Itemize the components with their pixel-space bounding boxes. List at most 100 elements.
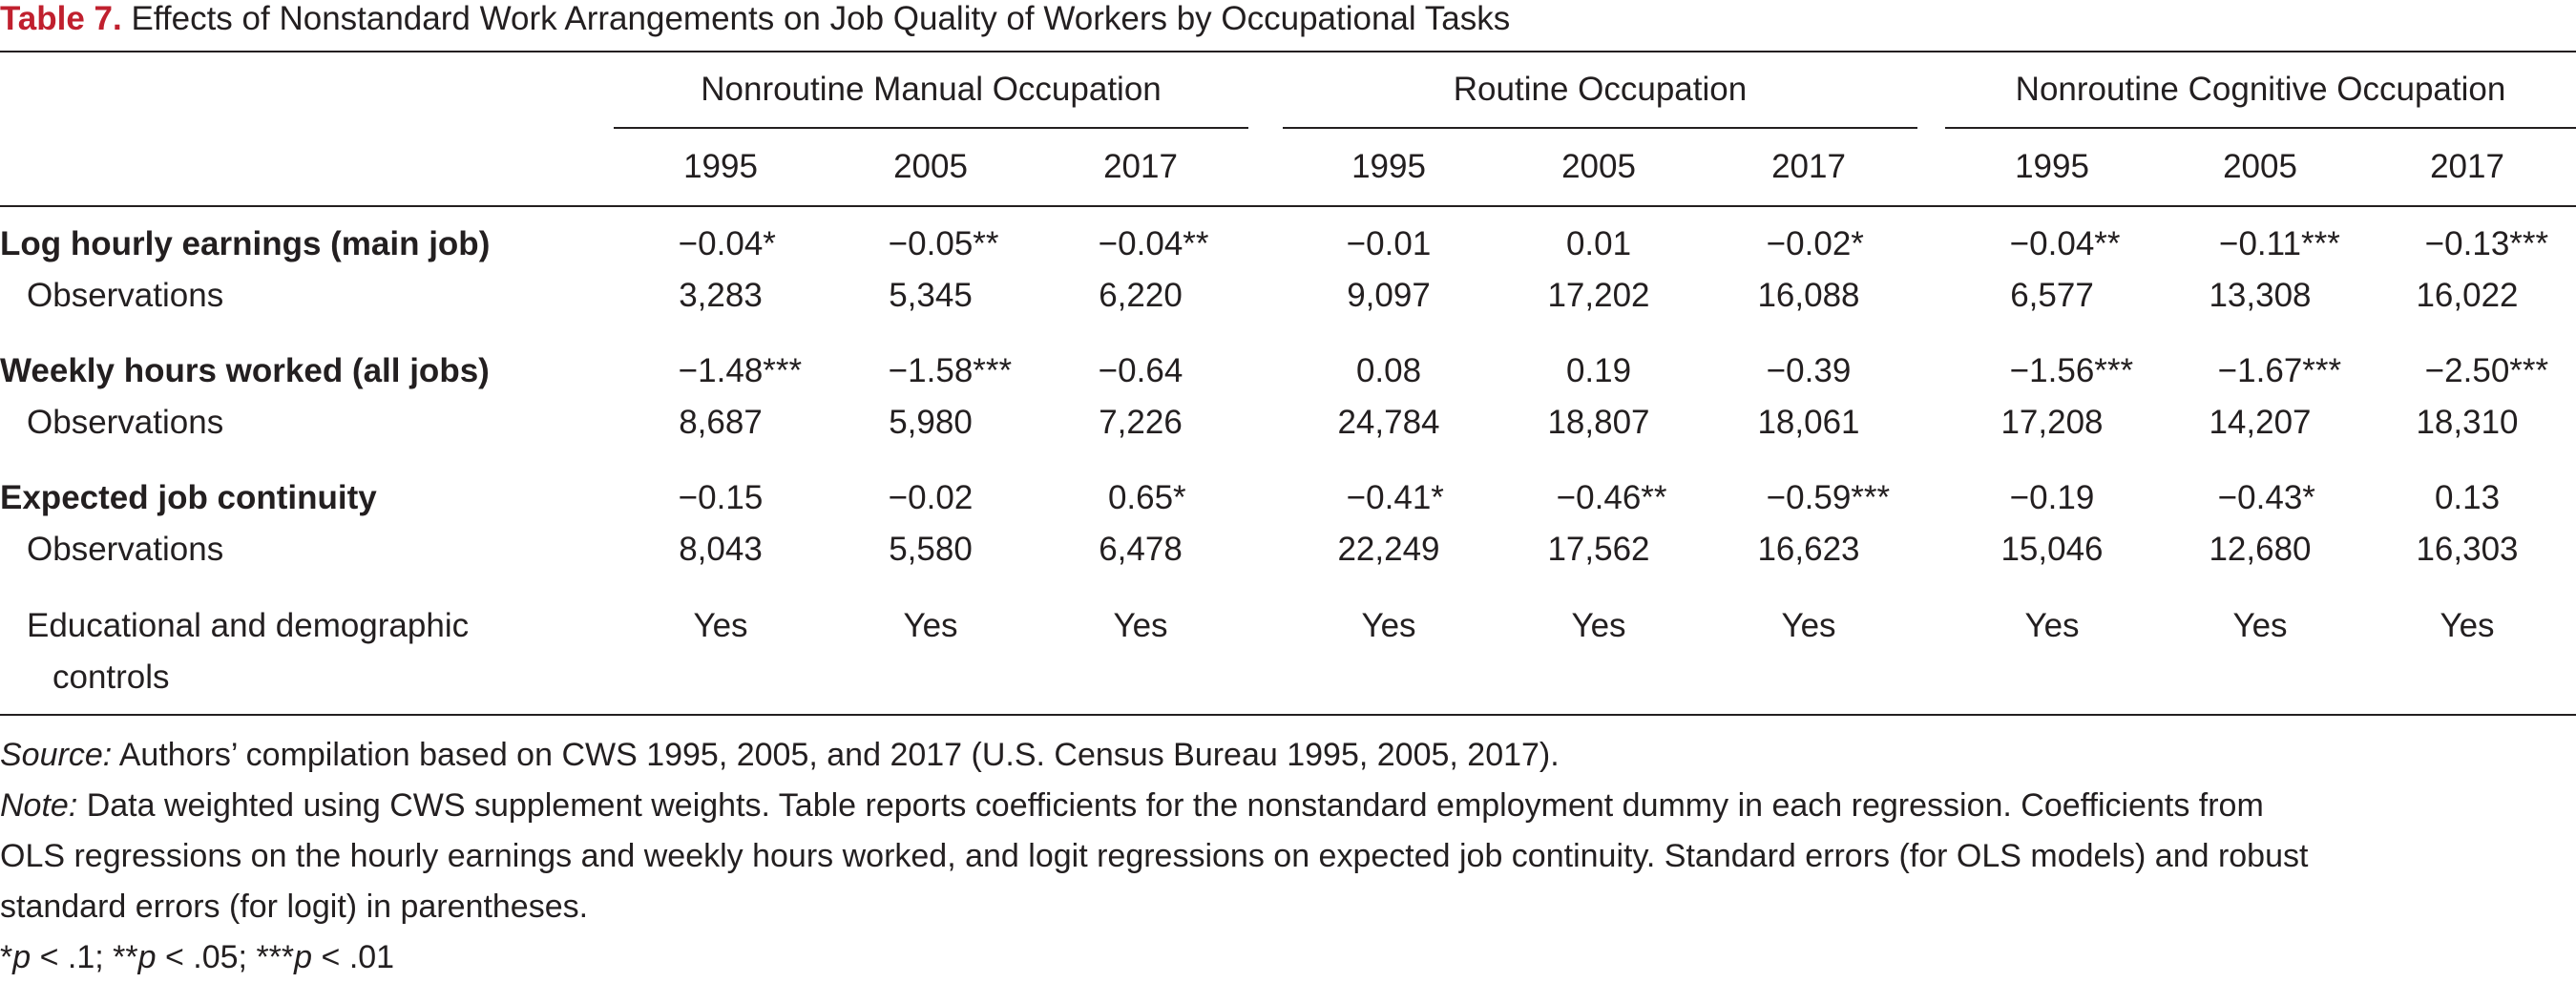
table-cell: −0.15 — [678, 479, 764, 516]
table-cell: −0.59*** — [1766, 479, 1891, 516]
table-cell: 17,562 — [1547, 531, 1650, 568]
table-cell: Yes — [2232, 607, 2288, 644]
note-label: Note: — [0, 787, 78, 824]
table-cell: Yes — [693, 607, 748, 644]
year-header: 2005 — [893, 148, 968, 185]
row-label-controls-cont: controls — [52, 659, 170, 696]
group-header-nonroutine-cognitive: Nonroutine Cognitive Occupation — [2015, 71, 2506, 108]
sig-p: p — [294, 939, 313, 975]
table-cell: −2.50*** — [2424, 352, 2549, 389]
header-rule — [0, 205, 2576, 207]
table-cell: 3,283 — [679, 277, 763, 314]
table-cell: −1.67*** — [2217, 352, 2342, 389]
sig-stars: *** — [256, 939, 295, 975]
group-header-nonroutine-manual: Nonroutine Manual Occupation — [701, 71, 1162, 108]
table-cell: 5,580 — [889, 531, 973, 568]
table-cell: 5,345 — [889, 277, 973, 314]
sig-stars: * — [0, 939, 13, 975]
table-cell: −0.04** — [1098, 225, 1209, 262]
table-title: Table 7. Effects of Nonstandard Work Arr… — [0, 2, 2576, 36]
table-cell: 16,088 — [1757, 277, 1860, 314]
row-label-controls: Educational and demographic — [27, 607, 470, 644]
table-cell: −0.41* — [1346, 479, 1444, 516]
table-cell: −0.04* — [678, 225, 776, 262]
table-cell: −0.13*** — [2424, 225, 2549, 262]
table-cell: 24,784 — [1337, 404, 1440, 441]
table-cell: 8,043 — [679, 531, 763, 568]
table-cell: −0.39 — [1766, 352, 1852, 389]
year-header: 1995 — [683, 148, 758, 185]
table-cell: Yes — [1361, 607, 1416, 644]
table-cell: 0.08 — [1355, 352, 1422, 389]
table-cell: 8,687 — [679, 404, 763, 441]
top-rule — [0, 51, 2576, 52]
table-cell: 18,807 — [1547, 404, 1650, 441]
sig-threshold: < .05; — [156, 939, 257, 975]
table-cell: −0.01 — [1346, 225, 1432, 262]
sig-p: p — [12, 939, 31, 975]
table-cell: 0.19 — [1565, 352, 1632, 389]
table-cell: 15,046 — [2000, 531, 2104, 568]
table-cell: Yes — [1781, 607, 1836, 644]
table-cell: −0.04** — [2009, 225, 2121, 262]
row-label-weekly-hours: Weekly hours worked (all jobs) — [0, 352, 490, 389]
year-header: 1995 — [2015, 148, 2089, 185]
note-line-2: OLS regressions on the hourly earnings a… — [0, 838, 2309, 874]
table-cell: −1.58*** — [888, 352, 1013, 389]
table-cell: 16,022 — [2416, 277, 2519, 314]
table-cell: Yes — [1571, 607, 1626, 644]
group-rule-1 — [614, 127, 1248, 129]
table-cell: 6,478 — [1099, 531, 1183, 568]
table-cell: 12,680 — [2209, 531, 2312, 568]
year-header: 2017 — [1771, 148, 1846, 185]
table-cell: −0.43* — [2217, 479, 2315, 516]
significance-note: *p < .1; **p < .05; ***p < .01 — [0, 932, 2576, 983]
table-cell: 17,208 — [2000, 404, 2104, 441]
sig-threshold: < .1; — [31, 939, 114, 975]
year-header: 2005 — [2223, 148, 2297, 185]
source-note: Source: Authors’ compilation based on CW… — [0, 730, 2576, 781]
table-number: Table 7. — [0, 0, 122, 37]
table-cell: 7,226 — [1099, 404, 1183, 441]
group-rule-2 — [1283, 127, 1917, 129]
row-label-observations: Observations — [27, 531, 224, 568]
row-label-job-continuity: Expected job continuity — [0, 479, 377, 516]
table-cell: −0.05** — [888, 225, 999, 262]
year-header: 2005 — [1561, 148, 1636, 185]
row-label-observations: Observations — [27, 404, 224, 441]
row-label-log-hourly-earnings: Log hourly earnings (main job) — [0, 225, 491, 262]
note-text-1: Data weighted using CWS supplement weigh… — [77, 787, 2264, 824]
table-cell: 17,202 — [1547, 277, 1650, 314]
table-cell: 14,207 — [2209, 404, 2312, 441]
table-cell: 16,303 — [2416, 531, 2519, 568]
table-cell: 0.65* — [1107, 479, 1186, 516]
table-cell: 16,623 — [1757, 531, 1860, 568]
row-label-observations: Observations — [27, 277, 224, 314]
bottom-rule — [0, 714, 2576, 716]
table-cell: 0.13 — [2434, 479, 2501, 516]
group-rule-3 — [1945, 127, 2576, 129]
table-cell: −1.56*** — [2009, 352, 2134, 389]
note-line-1: Note: Data weighted using CWS supplement… — [0, 781, 2576, 831]
year-header: 2017 — [2430, 148, 2504, 185]
table-cell: Yes — [2440, 607, 2495, 644]
table-cell: 0.01 — [1565, 225, 1632, 262]
note-line-3: standard errors (for logit) in parenthes… — [0, 889, 589, 925]
source-text: Authors’ compilation based on CWS 1995, … — [112, 737, 1560, 773]
sig-stars: ** — [113, 939, 138, 975]
table-cell: −0.19 — [2009, 479, 2095, 516]
table-cell: 9,097 — [1347, 277, 1431, 314]
table-cell: −0.46** — [1556, 479, 1667, 516]
source-label: Source: — [0, 737, 113, 773]
group-header-routine: Routine Occupation — [1453, 71, 1748, 108]
table-cell: 18,310 — [2416, 404, 2519, 441]
year-header: 1995 — [1351, 148, 1426, 185]
sig-threshold: < .01 — [312, 939, 395, 975]
sig-p: p — [137, 939, 157, 975]
table-cell: 6,577 — [2010, 277, 2094, 314]
table-cell: −0.64 — [1098, 352, 1183, 389]
table-cell: Yes — [2024, 607, 2080, 644]
table-cell: −0.11*** — [2219, 225, 2340, 262]
table-cell: 18,061 — [1757, 404, 1860, 441]
table-cell: 5,980 — [889, 404, 973, 441]
